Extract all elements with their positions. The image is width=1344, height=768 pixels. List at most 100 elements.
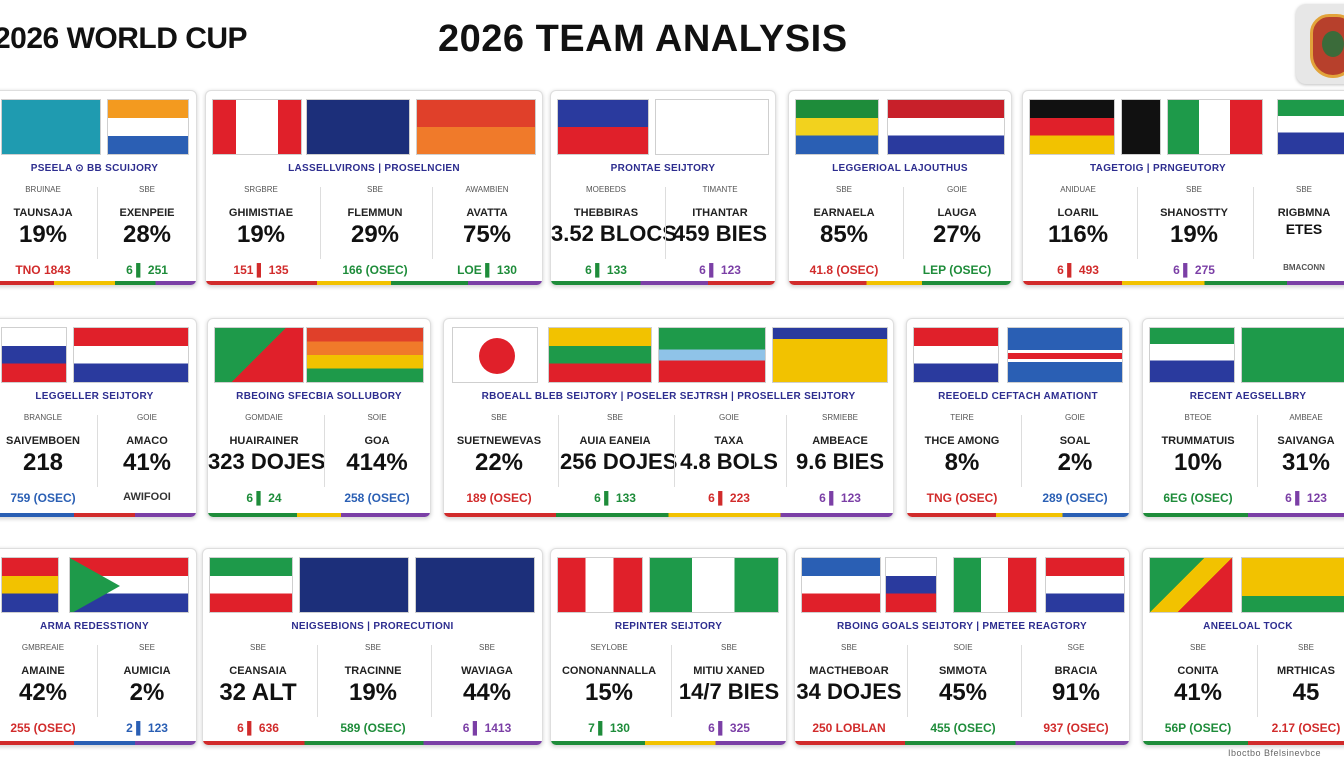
team-card[interactable]: LASSELLVIRONS | PROSELNCIEN SRGBRE GHIMIS… [205, 90, 543, 286]
stat-cell: SBE SHANOSTTY 19% 6 ▌ 275 [1160, 185, 1228, 277]
card-subtitle: ANEELOAL TOCK [1203, 621, 1293, 632]
stat-cell: GOMDAIE HUAIRAINER 323 DOJES 6 ▌ 24 [208, 413, 326, 505]
flag-icon [548, 327, 652, 383]
flag-icon [1149, 557, 1233, 613]
stat-cell: SBE CONITA 41% 56P (OSEC) [1164, 643, 1232, 735]
card-subtitle: NEIGSEBIONS | PRORECUTIONI [291, 621, 454, 632]
flag-icon [1, 99, 101, 155]
flag-icon [415, 557, 535, 613]
team-card[interactable]: RBEOING SFECBIA SOLLUBORY GOMDAIE HUAIRAI… [207, 318, 431, 518]
stat-cell: BRUINAE TAUNSAJA 19% TNO 1843 [13, 185, 73, 277]
team-card[interactable]: REEOELD CEFTACH AMATIONT TEIRE THCE AMONG… [906, 318, 1130, 518]
stat-cell: AMBEAE SAIVANGA 31% 6 ▌ 123 [1277, 413, 1335, 505]
stat-cell: SRMIEBE AMBEACE 9.6 BIES 6 ▌ 123 [795, 413, 885, 505]
stat-cell: SEYLOBE CONONANNALLA 15% 7 ▌ 130 [561, 643, 657, 735]
flag-icon [1029, 99, 1115, 155]
flag-icon [209, 557, 293, 613]
stat-cell: SEE AUMICIA 2% 2 ▌ 123 [123, 643, 171, 735]
flag-icon [1007, 327, 1123, 383]
card-subtitle: LASSELLVIRONS | PROSELNCIEN [288, 163, 460, 174]
stat-cell: SBE EARNAELA 85% 41.8 (OSEC) [809, 185, 879, 277]
card-subtitle: REPINTER SEIJTORY [614, 621, 723, 632]
flag-icon [214, 327, 304, 383]
team-card[interactable]: PRONTAE SEIJTORY MOEBEDS THEBBIRAS 3.52 B… [550, 90, 776, 286]
flag-icon [557, 99, 649, 155]
watermark-text: Iboctbo Bfelsinevbce [1228, 748, 1322, 758]
stat-cell: GOIE TAXA 4.8 BOLS 6 ▌ 223 [680, 413, 778, 505]
flag-icon [452, 327, 538, 383]
flag-icon [795, 99, 879, 155]
stat-cell: SRGBRE GHIMISTIAE 19% 151 ▌ 135 [228, 185, 294, 277]
flag-icon [1, 557, 59, 613]
flag-icon [212, 99, 302, 155]
card-subtitle: RBOING GOALS SEIJTORY | PMETEE REAGTORY [837, 621, 1087, 632]
page-title: 2026 TEAM ANALYSIS [438, 18, 848, 60]
stat-cell: SBE MITIU XANED 14/7 BIES 6 ▌ 325 [678, 643, 780, 735]
team-card[interactable]: RECENT AEGSELLBRY BTEOE TRUMMATUIS 10% 6EG… [1142, 318, 1344, 518]
flag-icon [416, 99, 536, 155]
team-card[interactable]: RBOING GOALS SEIJTORY | PMETEE REAGTORY … [794, 548, 1130, 746]
card-subtitle: PRONTAE SEIJTORY [610, 163, 716, 174]
stat-cell: SBE CEANSAIA 32 ALT 6 ▌ 636 [219, 643, 297, 735]
flag-icon [1241, 327, 1344, 383]
flag-icon [306, 327, 424, 383]
stat-cell: SBE MRTHICAS 45 2.17 (OSEC) [1271, 643, 1341, 735]
stat-cell: GMBREAIE AMAINE 42% 255 (OSEC) [10, 643, 76, 735]
flag-icon [1167, 99, 1263, 155]
team-card[interactable]: ARMA REDESSTIONY GMBREAIE AMAINE 42% 255 (… [0, 548, 197, 746]
flag-icon [1149, 327, 1235, 383]
flag-icon [73, 327, 189, 383]
flag-icon [801, 557, 881, 613]
flag-icon [887, 99, 1005, 155]
stat-cell: AWAMBIEN AVATTA 75% LOE ▌ 130 [457, 185, 517, 277]
flag-icon [953, 557, 1037, 613]
stat-cell: BTEOE TRUMMATUIS 10% 6EG (OSEC) [1161, 413, 1235, 505]
team-card[interactable]: RBOEALL BLEB SEIJTORY | POSELER SEJTRSH … [443, 318, 894, 518]
team-card[interactable]: NEIGSEBIONS | PRORECUTIONI SBE CEANSAIA 3… [202, 548, 543, 746]
stat-cell: SBE FLEMMUN 29% 166 (OSEC) [342, 185, 408, 277]
emblem-icon [1296, 4, 1344, 84]
stat-cell: MOEBEDS THEBBIRAS 3.52 BLOCS 6 ▌ 133 [551, 185, 677, 277]
stat-cell: SBE WAVIAGA 44% 6 ▌ 1413 [461, 643, 513, 735]
flag-icon [885, 557, 937, 613]
stat-cell: BRANGLE SAIVEMBOEN 218 759 (OSEC) [6, 413, 80, 505]
flag-icon [69, 557, 189, 613]
stat-cell: TIMANTE ITHANTAR 459 BIES 6 ▌ 123 [672, 185, 768, 277]
card-subtitle: TAGETOIG | PRNGEUTORY [1090, 163, 1226, 174]
flag-icon [1045, 557, 1125, 613]
stat-cell: SGE BRACIA 91% 937 (OSEC) [1043, 643, 1109, 735]
team-card[interactable]: LEGGERIOAL LAJOUTHUS SBE EARNAELA 85% 41.8… [788, 90, 1012, 286]
team-card[interactable]: TAGETOIG | PRNGEUTORY ANIDUAE LOARIL 116%… [1022, 90, 1344, 286]
flag-icon [557, 557, 643, 613]
team-card[interactable]: REPINTER SEIJTORY SEYLOBE CONONANNALLA 15… [550, 548, 787, 746]
stat-cell: SOIE SMMOTA 45% 455 (OSEC) [930, 643, 996, 735]
flag-icon [772, 327, 888, 383]
card-subtitle: RBEOING SFECBIA SOLLUBORY [236, 391, 402, 402]
stat-cell: SBE EXENPEIE 28% 6 ▌ 251 [119, 185, 175, 277]
card-subtitle: PSEELA ⊙ BB SCUIJORY [30, 163, 159, 174]
stat-cell: GOIE LAUGA 27% LEP (OSEC) [922, 185, 992, 277]
flag-icon [655, 99, 769, 155]
flag-icon [306, 99, 410, 155]
team-card[interactable]: LEGGELLER SEIJTORY BRANGLE SAIVEMBOEN 218… [0, 318, 197, 518]
stat-cell: SOIE GOA 414% 258 (OSEC) [344, 413, 410, 505]
card-subtitle: RBOEALL BLEB SEIJTORY | POSELER SEJTRSH … [481, 391, 856, 402]
stat-cell: GOIE AMACO 41% AWIFOOI [122, 413, 172, 503]
flag-icon [1, 327, 67, 383]
flag-icon [107, 99, 189, 155]
stat-cell: SBE RIGBMNA ETES BMACONN [1277, 185, 1331, 272]
flag-icon [913, 327, 999, 383]
card-subtitle: LEGGERIOAL LAJOUTHUS [832, 163, 968, 174]
stat-cell: SBE SUETNEWEVAS 22% 189 (OSEC) [456, 413, 542, 505]
stat-cell: SBE TRACINNE 19% 589 (OSEC) [340, 643, 406, 735]
card-subtitle: RECENT AEGSELLBRY [1189, 391, 1307, 402]
stat-cell: GOIE SOAL 2% 289 (OSEC) [1042, 413, 1108, 505]
flag-icon [299, 557, 409, 613]
flag-icon [658, 327, 766, 383]
stat-cell: TEIRE THCE AMONG 8% TNG (OSEC) [924, 413, 1000, 505]
team-card[interactable]: PSEELA ⊙ BB SCUIJORY BRUINAE TAUNSAJA 19… [0, 90, 197, 286]
team-card[interactable]: ANEELOAL TOCK SBE CONITA 41% 56P (OSEC) SB… [1142, 548, 1344, 746]
stat-cell: SBE MACTHEBOAR 34 DOJES 250 LOBLAN [796, 643, 902, 735]
card-subtitle: REEOELD CEFTACH AMATIONT [938, 391, 1098, 402]
flag-icon [1121, 99, 1161, 155]
